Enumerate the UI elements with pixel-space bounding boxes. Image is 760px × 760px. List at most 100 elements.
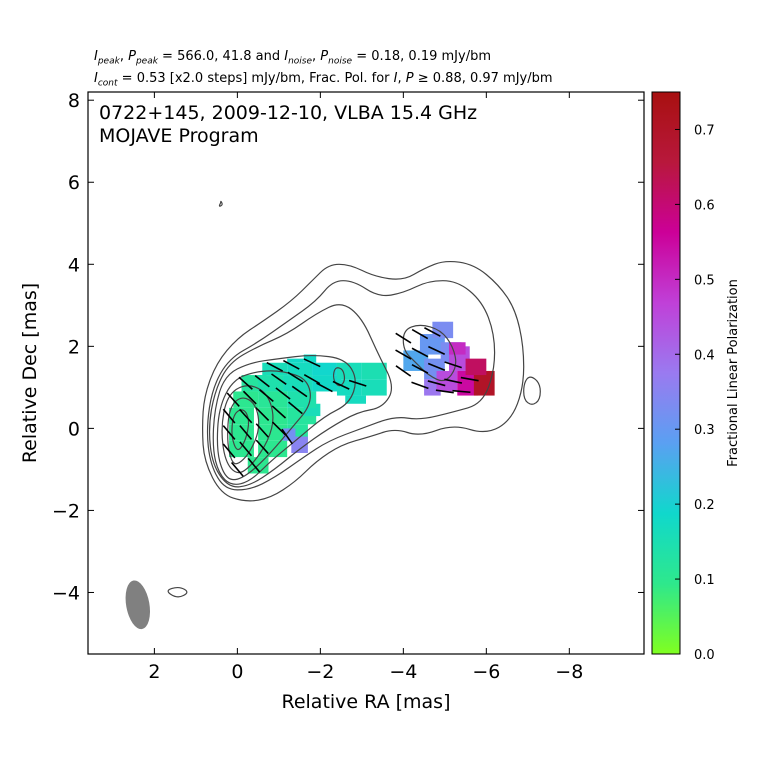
polarization-cell xyxy=(336,379,362,396)
colorbar-tick-label: 0.5 xyxy=(694,273,715,288)
evpa-vector xyxy=(303,373,321,385)
y-tick-label: 8 xyxy=(68,90,80,112)
contour-line xyxy=(216,370,311,481)
evpa-vector xyxy=(271,405,287,419)
evpa-vectors xyxy=(222,327,479,477)
colorbar-tick-label: 0.1 xyxy=(694,573,715,588)
x-tick-label: −8 xyxy=(555,661,583,683)
evpa-vector xyxy=(424,327,441,337)
polarization-cell xyxy=(283,428,296,441)
polarization-cell xyxy=(345,395,366,404)
header-line-1: Ipeak, Ppeak = 566.0, 41.8 and Inoise, P… xyxy=(94,49,491,67)
polarization-cell xyxy=(303,354,317,363)
colorbar-tick-label: 0.4 xyxy=(694,348,715,363)
evpa-vector xyxy=(254,375,270,388)
colorbar-tick-label: 0.3 xyxy=(694,423,715,438)
evpa-vector xyxy=(259,389,274,402)
contour-line xyxy=(332,367,346,387)
contour-line xyxy=(208,304,393,488)
polarization-cell xyxy=(233,391,259,408)
polarization-cell xyxy=(287,358,304,363)
header-line-2: Icont = 0.53 [x2.0 steps] mJy/bm, Frac. … xyxy=(94,71,553,89)
y-tick-label: −2 xyxy=(52,500,80,522)
colorbar-tick-label: 0.6 xyxy=(694,198,715,213)
polarization-cell xyxy=(436,370,458,392)
polarization-cell xyxy=(465,358,487,376)
evpa-vector xyxy=(239,441,253,457)
y-tick-label: 0 xyxy=(68,418,80,440)
polarization-cell xyxy=(336,362,362,380)
evpa-vector xyxy=(271,421,286,436)
colorbar-tick-label: 0.2 xyxy=(694,498,715,513)
evpa-vector xyxy=(226,392,240,407)
polarization-cell xyxy=(283,375,313,392)
polarization-cell xyxy=(473,370,495,396)
x-tick-label: 0 xyxy=(231,661,243,683)
contour-line xyxy=(202,260,525,502)
beam-shape xyxy=(125,580,151,630)
plot-frame xyxy=(87,91,645,655)
evpa-vector xyxy=(332,380,350,390)
evpa-vector xyxy=(316,382,333,393)
y-tick-label: 6 xyxy=(68,172,80,194)
x-tick-label: −4 xyxy=(389,661,417,683)
polarization-cell xyxy=(262,362,288,376)
evpa-vector xyxy=(222,443,236,459)
polarization-cell xyxy=(448,342,466,355)
polarization-cell xyxy=(229,440,254,458)
contour-line xyxy=(221,385,274,474)
evpa-vector xyxy=(411,328,429,340)
contour-line xyxy=(523,376,541,405)
evpa-vector xyxy=(282,359,300,370)
evpa-vector xyxy=(444,378,463,384)
y-tick-label: 2 xyxy=(68,336,80,358)
evpa-vector xyxy=(238,376,253,390)
evpa-vector xyxy=(411,381,429,390)
evpa-vector xyxy=(255,439,269,455)
evpa-vector xyxy=(395,365,412,377)
evpa-vector xyxy=(444,361,462,369)
evpa-vector xyxy=(247,457,261,473)
evpa-vector xyxy=(266,361,284,372)
evpa-vector xyxy=(427,362,446,371)
evpa-vector xyxy=(271,373,287,385)
evpa-vector xyxy=(239,425,253,440)
contour-line xyxy=(212,354,356,485)
polarization-cell xyxy=(361,362,387,380)
contour-line xyxy=(167,586,188,598)
evpa-vector xyxy=(427,380,446,387)
evpa-vector xyxy=(287,371,304,383)
contour-line xyxy=(206,280,496,491)
colorbar: 0.0 0.1 0.2 0.3 0.4 0.5 0.6 0.7 xyxy=(651,91,715,663)
polarization-cell xyxy=(419,334,445,355)
chart-subtitle: MOJAVE Program xyxy=(99,125,259,147)
y-axis-label: Relative Dec [mas] xyxy=(19,283,41,463)
x-tick-label: 2 xyxy=(148,661,160,683)
evpa-vector xyxy=(275,387,291,400)
beam-ellipse xyxy=(125,580,151,630)
x-tick-label: −6 xyxy=(472,661,500,683)
polarization-cell xyxy=(229,407,254,425)
evpa-vector xyxy=(435,389,454,394)
evpa-vector xyxy=(255,407,270,421)
evpa-vector xyxy=(281,428,293,445)
evpa-vector xyxy=(230,461,244,477)
y-tick-label: 4 xyxy=(68,254,80,276)
evpa-vector xyxy=(411,347,429,358)
colorbar-label: Fractional Linear Polarization xyxy=(726,279,741,467)
contour-line xyxy=(218,200,223,207)
evpa-vector xyxy=(395,349,412,360)
contour-map xyxy=(167,200,541,598)
polarization-cell xyxy=(361,379,387,396)
evpa-vector xyxy=(460,376,479,382)
polarization-cell xyxy=(432,321,454,339)
contour-line xyxy=(231,409,250,451)
evpa-vector xyxy=(242,390,257,405)
polarization-cell xyxy=(258,375,284,392)
evpa-vector xyxy=(288,401,303,415)
evpa-vector xyxy=(222,408,236,424)
polarization-cell xyxy=(403,350,429,371)
colorbar-tick-label: 0.7 xyxy=(694,123,715,138)
axis-ticks: 2 0 −2 −4 −6 −8 8 6 4 2 0 −2 −4 xyxy=(52,90,644,683)
